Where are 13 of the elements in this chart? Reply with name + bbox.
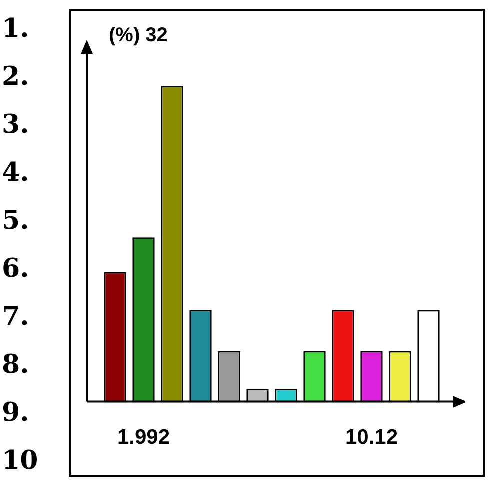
text: 5. [2,206,30,236]
text: 3. [2,110,30,140]
text: 9. [2,398,30,428]
x-tick-label: 1.992 [117,426,170,450]
text: 1. [2,14,30,44]
text: 8. [2,350,30,380]
text: 4. [2,158,30,188]
text: 2. [2,62,30,92]
text: 10 [2,446,40,476]
y-axis-title: (%) 32 [109,24,168,47]
text: 7. [2,302,30,332]
text: 6. [2,254,30,284]
x-tick-label: 10.12 [345,426,398,450]
